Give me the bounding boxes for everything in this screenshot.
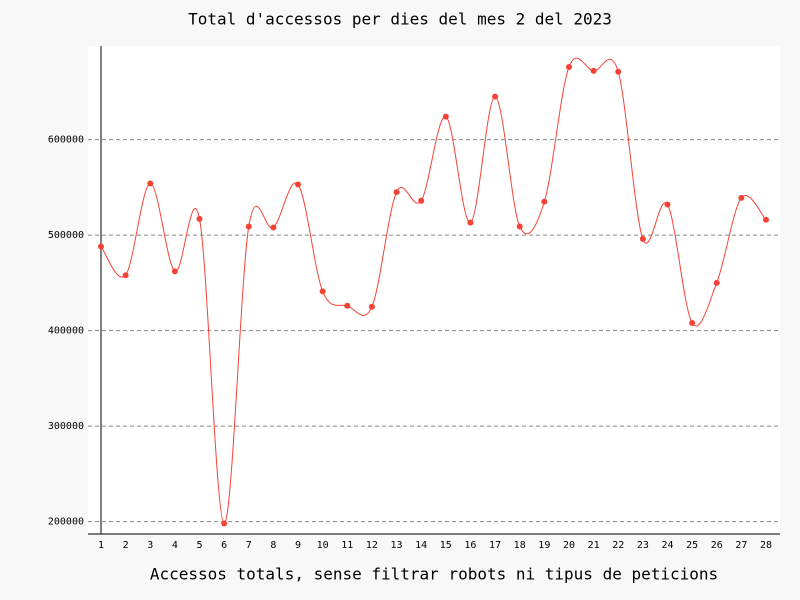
point xyxy=(615,68,622,75)
x-tick-label: 14 xyxy=(415,540,427,551)
point xyxy=(245,223,252,230)
plot-area xyxy=(88,46,780,534)
x-tick-label: 2 xyxy=(123,540,129,551)
point xyxy=(763,216,769,223)
point xyxy=(319,288,326,295)
point xyxy=(196,215,203,222)
point xyxy=(664,201,671,208)
x-tick-label: 23 xyxy=(637,540,649,551)
x-axis-title: Accessos totals, sense filtrar robots ni… xyxy=(150,565,718,584)
point xyxy=(565,64,572,71)
point xyxy=(713,279,720,286)
point xyxy=(344,302,351,309)
x-tick-label: 18 xyxy=(514,540,526,551)
x-tick-label: 20 xyxy=(563,540,575,551)
x-tick-label: 9 xyxy=(295,540,301,551)
y-tick-label: 600000 xyxy=(48,135,84,146)
x-tick-label: 27 xyxy=(735,540,747,551)
x-tick-label: 4 xyxy=(172,540,178,551)
point xyxy=(639,235,646,242)
x-tick-label: 17 xyxy=(489,540,501,551)
x-tick-label: 24 xyxy=(661,540,673,551)
point xyxy=(122,272,129,279)
point xyxy=(516,223,523,230)
x-tick-label: 19 xyxy=(538,540,550,551)
point xyxy=(418,197,425,204)
y-tick-label: 500000 xyxy=(48,230,84,241)
x-tick-label: 6 xyxy=(221,540,227,551)
y-tick-label: 200000 xyxy=(48,517,84,528)
x-tick-label: 1 xyxy=(98,540,104,551)
x-tick-label: 12 xyxy=(366,540,378,551)
x-tick-label: 13 xyxy=(391,540,403,551)
point xyxy=(590,67,597,74)
x-tick-label: 8 xyxy=(270,540,276,551)
x-tick-label: 7 xyxy=(246,540,252,551)
point xyxy=(541,198,548,205)
x-tick-label: 22 xyxy=(612,540,624,551)
x-tick-label: 5 xyxy=(197,540,203,551)
x-tick-label: 3 xyxy=(147,540,153,551)
y-tick-label: 400000 xyxy=(48,326,84,337)
x-tick-label: 26 xyxy=(711,540,723,551)
x-tick-label: 16 xyxy=(464,540,476,551)
point xyxy=(442,113,449,120)
x-tick-label: 15 xyxy=(440,540,452,551)
x-tick-label: 28 xyxy=(760,540,772,551)
point xyxy=(689,319,696,326)
point xyxy=(98,243,104,250)
chart-title: Total d'accessos per dies del mes 2 del … xyxy=(188,10,612,29)
point xyxy=(393,189,400,196)
line xyxy=(100,57,767,524)
x-tick-label: 11 xyxy=(341,540,353,551)
point xyxy=(171,268,178,275)
point xyxy=(221,520,228,527)
point xyxy=(467,219,474,226)
x-tick-label: 21 xyxy=(588,540,600,551)
point xyxy=(492,93,499,100)
point xyxy=(368,303,375,310)
y-tick-label: 300000 xyxy=(48,421,84,432)
point xyxy=(295,181,302,188)
point xyxy=(738,194,745,201)
point xyxy=(147,180,154,187)
x-tick-label: 25 xyxy=(686,540,698,551)
x-tick-label: 10 xyxy=(317,540,329,551)
point xyxy=(270,224,277,231)
